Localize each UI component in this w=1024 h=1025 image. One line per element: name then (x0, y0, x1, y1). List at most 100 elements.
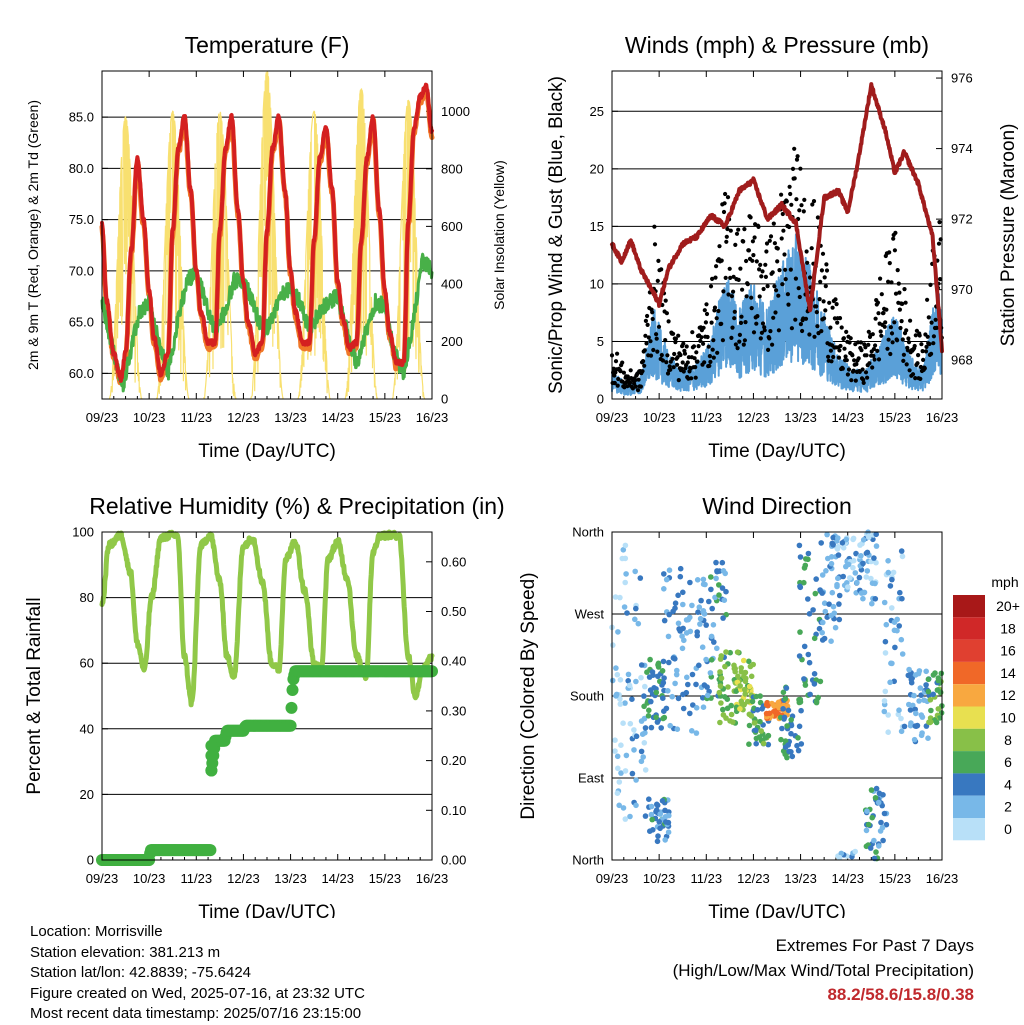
gust-point (856, 356, 861, 361)
y-tick-label: North (572, 525, 604, 540)
y-tick-label: 65.0 (69, 315, 94, 330)
gust-point (733, 242, 738, 247)
gust-point (744, 294, 749, 299)
direction-point (642, 730, 648, 736)
direction-point (805, 556, 811, 563)
direction-point (656, 819, 662, 825)
gust-point (666, 319, 671, 324)
y-tick-label: 80.0 (69, 161, 94, 176)
gust-point (843, 354, 848, 359)
direction-point (864, 568, 871, 574)
direction-point (722, 663, 728, 670)
direction-point (749, 698, 756, 705)
gust-point (860, 367, 865, 372)
gust-point (931, 341, 936, 346)
y2-tick-label: 970 (951, 282, 973, 297)
direction-point (887, 679, 893, 686)
direction-point (722, 570, 728, 577)
gust-point (790, 166, 796, 171)
gust-point (870, 365, 875, 370)
gust-point (733, 342, 739, 347)
gust-point (767, 336, 772, 341)
gust-point (777, 268, 782, 273)
gust-point (865, 375, 870, 380)
gust-point (684, 344, 689, 349)
gust-point (798, 166, 803, 171)
gust-point (715, 350, 720, 355)
gust-point (792, 176, 797, 181)
y2-tick-label: 968 (951, 353, 973, 368)
direction-point (889, 576, 895, 583)
direction-point (655, 673, 661, 680)
x-axis-label: Time (Day/UTC) (708, 441, 846, 462)
gust-point (824, 268, 830, 273)
gust-point (652, 224, 657, 229)
gust-point (707, 363, 712, 368)
gust-point (655, 278, 660, 283)
gust-point (699, 335, 704, 340)
direction-point (912, 723, 919, 729)
direction-point (742, 691, 748, 697)
gust-point (708, 284, 714, 289)
y-axis-label: 2m & 9m T (Red, Orange) & 2m Td (Green) (25, 100, 41, 370)
direction-point (824, 531, 830, 538)
gust-point (787, 184, 792, 189)
direction-point (680, 589, 686, 596)
direction-point (788, 749, 794, 755)
direction-point (937, 689, 944, 695)
direction-point (660, 695, 666, 701)
direction-point (708, 657, 715, 663)
gust-point (730, 325, 735, 330)
gust-point (871, 347, 877, 352)
direction-point (648, 698, 654, 705)
direction-point (839, 540, 846, 546)
direction-point (864, 808, 870, 814)
gust-point (771, 221, 776, 226)
plot-frame (611, 531, 943, 861)
direction-point (663, 576, 670, 583)
direction-point (821, 600, 828, 606)
direction-point (919, 714, 926, 720)
direction-point (881, 698, 888, 704)
direction-point (706, 598, 712, 605)
gust-point (801, 209, 806, 214)
gust-point (823, 308, 828, 313)
direction-point (925, 676, 932, 683)
gust-point (799, 203, 804, 208)
direction-point (672, 656, 678, 662)
gust-point (618, 369, 623, 374)
x-tick-label: 15/23 (879, 871, 912, 886)
direction-point (660, 679, 667, 686)
direction-point (641, 693, 647, 699)
direction-point (655, 662, 661, 668)
direction-point (788, 722, 795, 729)
gust-point (714, 264, 719, 269)
gust-point (892, 320, 897, 325)
direction-point (695, 609, 701, 615)
gust-point (809, 246, 814, 251)
gust-point (762, 325, 767, 330)
colorbar-label: 8 (1004, 732, 1012, 748)
gust-point (795, 154, 800, 159)
gust-point (789, 326, 795, 331)
gust-point (616, 376, 621, 382)
y-axis-label: Sonic/Prop Wind & Gust (Blue, Black) (546, 76, 567, 394)
direction-point (616, 779, 623, 785)
gust-point (776, 293, 781, 298)
gust-point (738, 266, 743, 271)
gust-point (612, 380, 617, 386)
direction-point (717, 656, 724, 662)
gust-point (735, 346, 740, 351)
gust-point (897, 290, 902, 295)
direction-point (794, 742, 800, 749)
gust-point (926, 315, 931, 320)
direction-point (925, 688, 932, 695)
gust-point (643, 333, 648, 338)
y2-tick-label: 0.60 (441, 554, 466, 569)
gust-point (768, 329, 773, 334)
direction-point (819, 590, 825, 596)
gust-point (754, 259, 759, 264)
direction-point (916, 698, 922, 704)
direction-point (638, 748, 645, 755)
direction-point (615, 629, 621, 635)
